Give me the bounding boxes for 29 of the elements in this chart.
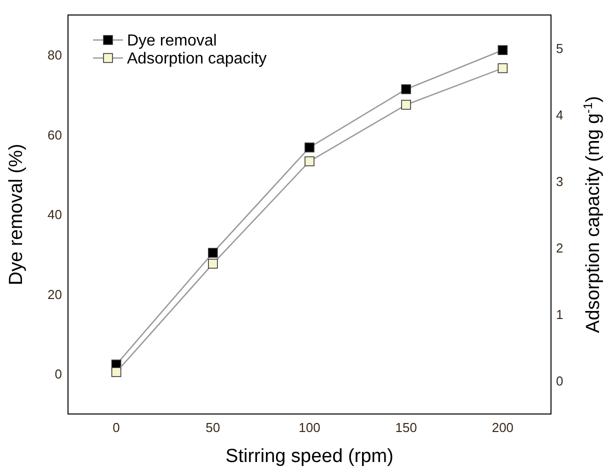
- x-tick-label: 0: [112, 420, 120, 435]
- point: [208, 258, 218, 269]
- y-tick-label: 0: [54, 366, 62, 382]
- y-axis-title: Dye removal (%): [6, 144, 27, 286]
- y2-tick-label: 5: [556, 40, 564, 56]
- x-tick-label: 50: [206, 420, 220, 435]
- x-tick-label: 100: [298, 420, 320, 435]
- y2-tick-label: 4: [556, 107, 564, 122]
- y2-tick-label: 1: [556, 306, 564, 322]
- point: [401, 84, 411, 94]
- x-tick-label: 200: [492, 420, 514, 435]
- y-tick-label: 60: [48, 127, 62, 142]
- point: [304, 142, 314, 152]
- legend-label: Dye removal: [127, 32, 217, 50]
- point: [401, 100, 411, 110]
- y2-tick-label: 0: [556, 373, 564, 388]
- y2-tick-label: 2: [556, 240, 564, 256]
- y-tick-label: 40: [48, 207, 62, 222]
- y2-tick-label: 3: [556, 174, 564, 189]
- y-tick-label: 20: [48, 286, 62, 302]
- point: [498, 63, 508, 74]
- point: [208, 248, 218, 258]
- point: [111, 367, 122, 378]
- y-tick-label: 80: [48, 47, 62, 62]
- legend-label: Adsorption capacity: [127, 50, 267, 68]
- point: [498, 45, 508, 56]
- point: [304, 156, 314, 166]
- x-axis-title: Stirring speed (rpm): [226, 446, 394, 467]
- x-tick-label: 150: [395, 420, 417, 435]
